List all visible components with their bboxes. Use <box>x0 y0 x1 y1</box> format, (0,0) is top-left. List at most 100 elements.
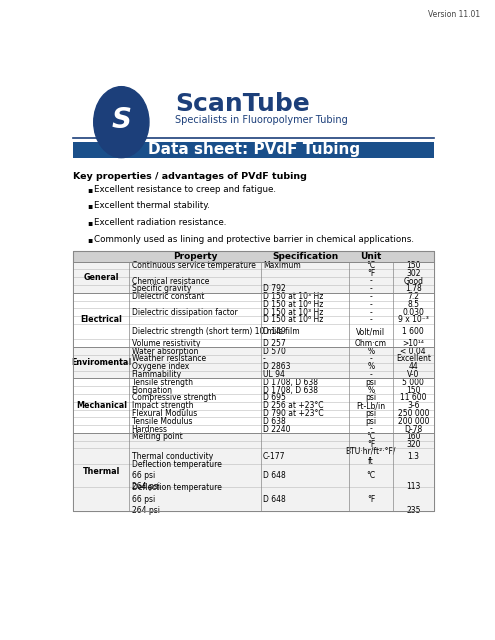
Text: Tensile Modulus: Tensile Modulus <box>132 417 192 426</box>
Bar <box>73 277 434 285</box>
Text: Weather resistance: Weather resistance <box>132 355 206 364</box>
Text: D 648: D 648 <box>263 495 286 504</box>
Text: -: - <box>369 370 372 379</box>
Text: Dielectric dissipation factor: Dielectric dissipation factor <box>132 308 237 317</box>
Bar <box>73 348 434 355</box>
Text: 160: 160 <box>406 432 421 442</box>
Text: Specialists in Fluoropolymer Tubing: Specialists in Fluoropolymer Tubing <box>175 115 348 125</box>
Text: Ohm·cm: Ohm·cm <box>355 339 387 348</box>
Bar <box>73 262 434 269</box>
Text: 1.78: 1.78 <box>405 284 422 293</box>
Text: -: - <box>369 292 372 301</box>
Text: psi: psi <box>365 409 376 418</box>
Text: D 1708, D 638: D 1708, D 638 <box>263 385 318 395</box>
Bar <box>73 308 434 316</box>
Bar <box>73 386 434 394</box>
Text: ▪: ▪ <box>87 235 92 244</box>
Text: Mechanical: Mechanical <box>76 401 127 410</box>
Text: Maximum: Maximum <box>263 261 300 270</box>
Text: D 570: D 570 <box>263 347 286 356</box>
Text: D 150 at 10⁶ Hz: D 150 at 10⁶ Hz <box>263 300 323 309</box>
Text: UL 94: UL 94 <box>263 370 285 379</box>
Text: -: - <box>369 300 372 309</box>
Bar <box>73 355 434 363</box>
Text: %: % <box>367 385 374 395</box>
Text: %: % <box>367 362 374 371</box>
Text: Excellent: Excellent <box>396 355 431 364</box>
Text: D 790 at +23°C: D 790 at +23°C <box>263 409 323 418</box>
Text: 302: 302 <box>406 269 421 278</box>
Text: -: - <box>369 308 372 317</box>
Text: ScanTube: ScanTube <box>175 92 310 116</box>
Text: D 149: D 149 <box>263 327 286 336</box>
Text: Dielectric constant: Dielectric constant <box>132 292 204 301</box>
Text: D 648: D 648 <box>263 471 286 480</box>
Text: °C: °C <box>366 432 375 442</box>
Text: Hardness: Hardness <box>132 424 168 433</box>
Text: 44: 44 <box>408 362 418 371</box>
Text: 113: 113 <box>406 460 420 492</box>
Text: Deflection temperature
66 psi
264 psi: Deflection temperature 66 psi 264 psi <box>132 483 221 515</box>
Text: Excellent thermal stability.: Excellent thermal stability. <box>95 202 210 211</box>
Bar <box>73 433 434 441</box>
Text: D 150 at 10³ Hz: D 150 at 10³ Hz <box>263 292 323 301</box>
Text: ▪: ▪ <box>87 202 92 211</box>
Text: D 150 at 10⁶ Hz: D 150 at 10⁶ Hz <box>263 316 323 324</box>
Text: 150: 150 <box>406 385 421 395</box>
Text: Key properties / advantages of PVdF tubing: Key properties / advantages of PVdF tubi… <box>73 172 307 181</box>
Bar <box>73 251 434 511</box>
Text: Compressive strength: Compressive strength <box>132 394 216 403</box>
Text: 320: 320 <box>406 440 421 449</box>
Text: Excellent radiation resistance.: Excellent radiation resistance. <box>95 218 227 227</box>
Text: Thermal conductivity: Thermal conductivity <box>132 452 213 461</box>
Text: %: % <box>367 347 374 356</box>
Text: C-177: C-177 <box>263 452 285 461</box>
Text: 200 000: 200 000 <box>397 417 429 426</box>
Bar <box>73 425 434 433</box>
Text: 7.2: 7.2 <box>407 292 419 301</box>
Text: >10¹⁴: >10¹⁴ <box>402 339 424 348</box>
Text: ▪: ▪ <box>87 185 92 194</box>
Text: ▪: ▪ <box>87 218 92 227</box>
Text: Enviromental: Enviromental <box>71 358 131 367</box>
Text: Specific gravity: Specific gravity <box>132 284 191 293</box>
Text: Chemical resistance: Chemical resistance <box>132 276 209 285</box>
Text: Ft-Lb/in: Ft-Lb/in <box>356 401 386 410</box>
Text: Melting point: Melting point <box>132 432 182 442</box>
Text: Property: Property <box>173 252 217 260</box>
Text: 3-6: 3-6 <box>407 401 419 410</box>
Text: Specification: Specification <box>272 252 338 260</box>
Text: 5 000: 5 000 <box>402 378 424 387</box>
Text: °C: °C <box>366 261 375 270</box>
Text: 150: 150 <box>406 261 421 270</box>
Bar <box>73 363 434 371</box>
Circle shape <box>94 86 149 157</box>
Bar <box>73 402 434 410</box>
Text: -: - <box>369 424 372 433</box>
Text: Impact strength: Impact strength <box>132 401 193 410</box>
Text: General: General <box>84 273 119 282</box>
Text: Flammability: Flammability <box>132 370 182 379</box>
Bar <box>73 316 434 324</box>
Text: 250 000: 250 000 <box>397 409 429 418</box>
Text: Excellent resistance to creep and fatigue.: Excellent resistance to creep and fatigu… <box>95 185 277 194</box>
Bar <box>73 410 434 417</box>
Text: 0.030: 0.030 <box>402 308 424 317</box>
Text: Continuous service temperature: Continuous service temperature <box>132 261 255 270</box>
Text: °F: °F <box>367 440 375 449</box>
Text: psi: psi <box>365 378 376 387</box>
Text: D-78: D-78 <box>404 424 422 433</box>
Text: Volt/mil: Volt/mil <box>356 327 386 336</box>
Text: D 695: D 695 <box>263 394 286 403</box>
Text: Thermal: Thermal <box>83 467 120 476</box>
Text: -: - <box>369 316 372 324</box>
Bar <box>73 301 434 308</box>
Bar <box>73 339 434 348</box>
Text: 235: 235 <box>406 483 421 515</box>
Bar <box>73 269 434 277</box>
Text: Unit: Unit <box>360 252 382 260</box>
Text: Data sheet: PVdF Tubing: Data sheet: PVdF Tubing <box>148 143 360 157</box>
Text: 11 600: 11 600 <box>400 394 427 403</box>
Bar <box>73 464 434 488</box>
Text: Version 11.01: Version 11.01 <box>428 10 480 19</box>
